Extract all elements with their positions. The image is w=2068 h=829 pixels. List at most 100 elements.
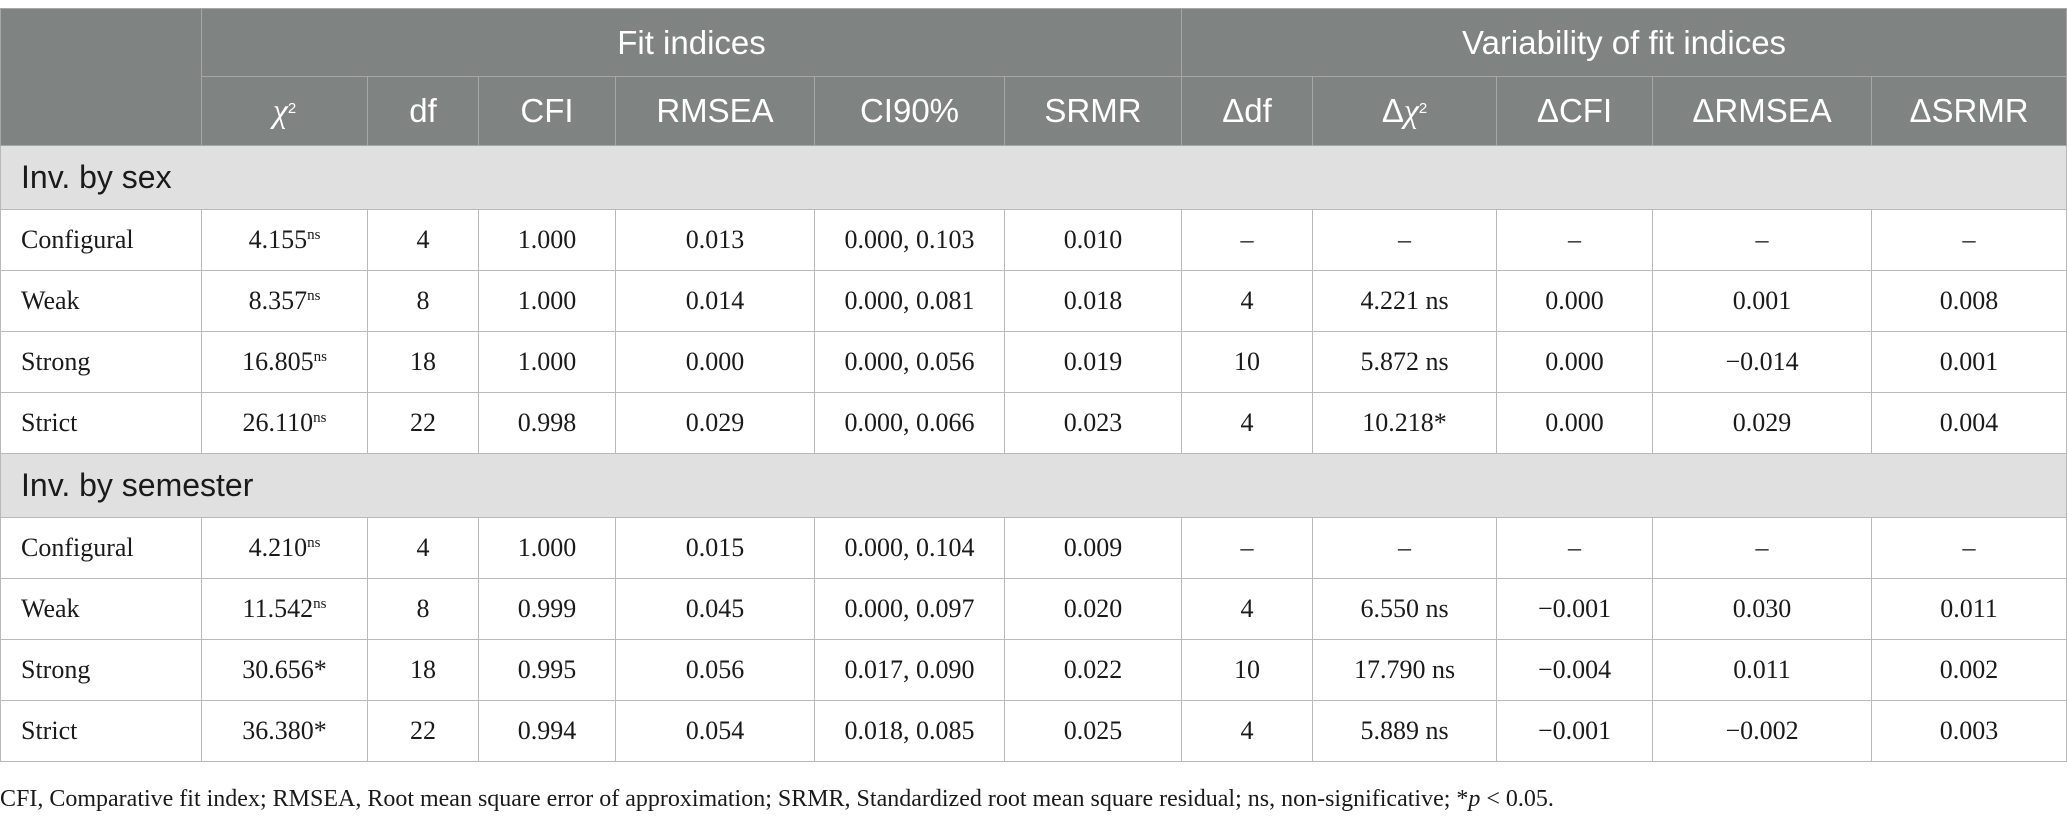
cell-d-chi2: 6.550 ns (1312, 578, 1498, 640)
row-label: Strict (0, 392, 202, 454)
cell-d-df: 4 (1181, 700, 1314, 762)
cell-d-rmsea: – (1652, 209, 1873, 271)
row-label: Strong (0, 639, 202, 701)
row-label: Configural (0, 209, 202, 271)
cell-chi2: 36.380* (201, 700, 368, 762)
table-row: Strong 16.805ns 18 1.000 0.000 0.000, 0.056 0.… (0, 331, 2068, 393)
table-row: Strict 26.110ns 22 0.998 0.029 0.000, 0.066 0.… (0, 392, 2068, 454)
group-header-variability: Variability of fit indices (1181, 8, 2068, 77)
table-row: Strict 36.380* 22 0.994 0.054 0.018, 0.085 0.0… (0, 700, 2068, 762)
cell-d-cfi: −0.004 (1496, 639, 1654, 701)
cell-df: 18 (367, 331, 479, 393)
cell-d-srmr: 0.011 (1871, 578, 2068, 640)
cell-d-chi2: 10.218* (1312, 392, 1498, 454)
cell-d-rmsea: – (1652, 517, 1873, 579)
col-header-ci90: CI90% (814, 76, 1005, 146)
section-title: Inv. by sex (0, 145, 2068, 210)
row-label: Configural (0, 517, 202, 579)
cell-cfi: 0.998 (478, 392, 616, 454)
cell-ci90: 0.000, 0.056 (814, 331, 1005, 393)
cell-d-rmsea: 0.030 (1652, 578, 1873, 640)
cell-d-rmsea: −0.002 (1652, 700, 1873, 762)
cell-d-chi2: 17.790 ns (1312, 639, 1498, 701)
cell-rmsea: 0.029 (615, 392, 815, 454)
cell-d-df: 10 (1181, 331, 1314, 393)
corner-cell (0, 8, 202, 146)
table-footnote: CFI, Comparative fit index; RMSEA, Root … (0, 786, 2066, 813)
cell-d-srmr: 0.008 (1871, 270, 2068, 332)
cell-srmr: 0.020 (1003, 578, 1183, 640)
cell-srmr: 0.018 (1003, 270, 1183, 332)
section-title: Inv. by semester (0, 453, 2068, 518)
table-body: Inv. by sex Configural 4.155ns 4 1.000 0.013 0… (0, 145, 2068, 762)
cell-d-cfi: 0.000 (1496, 270, 1654, 332)
fit-indices-table: Fit indices Variability of fit indices χ… (0, 8, 2068, 762)
cell-cfi: 1.000 (478, 331, 616, 393)
cell-ci90: 0.018, 0.085 (814, 700, 1005, 762)
row-label: Weak (0, 578, 202, 640)
cell-d-chi2: 5.872 ns (1312, 331, 1498, 393)
significance-superscript: ns (307, 227, 321, 243)
col-header-delta-rmsea: ΔRMSEA (1652, 76, 1873, 146)
cell-d-chi2: – (1312, 517, 1498, 579)
cell-cfi: 0.994 (478, 700, 616, 762)
col-header-cfi: CFI (478, 76, 616, 146)
cell-chi2: 11.542ns (201, 578, 368, 640)
group-header-fit: Fit indices (200, 8, 1183, 77)
col-header-df: df (367, 76, 479, 146)
cell-d-srmr: – (1871, 517, 2068, 579)
table-row: Configural 4.210ns 4 1.000 0.015 0.000, 0.104… (0, 517, 2068, 579)
significance-superscript: ns (307, 288, 321, 304)
chi2-value: 36.380* (242, 716, 327, 745)
cell-d-rmsea: 0.029 (1652, 392, 1873, 454)
cell-cfi: 0.999 (478, 578, 616, 640)
cell-ci90: 0.000, 0.103 (814, 209, 1005, 271)
cell-ci90: 0.000, 0.066 (814, 392, 1005, 454)
cell-rmsea: 0.015 (615, 517, 815, 579)
cell-srmr: 0.009 (1003, 517, 1183, 579)
cell-rmsea: 0.054 (615, 700, 815, 762)
cell-cfi: 0.995 (478, 639, 616, 701)
cell-cfi: 1.000 (478, 209, 616, 271)
cell-df: 8 (367, 578, 479, 640)
section-row: Inv. by semester (0, 453, 2068, 518)
footnote-text: CFI, Comparative fit index; RMSEA, Root … (0, 786, 1469, 812)
col-header-rmsea: RMSEA (615, 76, 815, 146)
cell-d-rmsea: 0.011 (1652, 639, 1873, 701)
cell-df: 8 (367, 270, 479, 332)
col-header-chi2: χ2 (201, 76, 368, 146)
table-row: Configural 4.155ns 4 1.000 0.013 0.000, 0.103… (0, 209, 2068, 271)
chi2-value: 8.357 (248, 286, 308, 315)
significance-superscript: ns (313, 596, 327, 612)
cell-d-srmr: 0.002 (1871, 639, 2068, 701)
chi2-value: 16.805 (242, 347, 314, 376)
cell-chi2: 30.656* (201, 639, 368, 701)
table-row: Weak 8.357ns 8 1.000 0.014 0.000, 0.081 0.018 4… (0, 270, 2068, 332)
footnote-tail: < 0.05. (1480, 786, 1554, 812)
cell-cfi: 1.000 (478, 517, 616, 579)
table-row: Weak 11.542ns 8 0.999 0.045 0.000, 0.097 0.020… (0, 578, 2068, 640)
cell-srmr: 0.019 (1003, 331, 1183, 393)
cell-df: 4 (367, 209, 479, 271)
cell-d-srmr: 0.003 (1871, 700, 2068, 762)
col-header-delta-srmr: ΔSRMR (1871, 76, 2068, 146)
chi-symbol: χ (272, 92, 288, 130)
cell-d-cfi: −0.001 (1496, 578, 1654, 640)
cell-rmsea: 0.056 (615, 639, 815, 701)
cell-cfi: 1.000 (478, 270, 616, 332)
col-header-srmr: SRMR (1003, 76, 1183, 146)
cell-d-srmr: 0.004 (1871, 392, 2068, 454)
cell-df: 22 (367, 392, 479, 454)
cell-d-df: 10 (1181, 639, 1314, 701)
chi2-value: 4.210 (248, 533, 308, 562)
col-header-delta-cfi: ΔCFI (1496, 76, 1654, 146)
chi-exponent: 2 (287, 99, 297, 117)
cell-d-cfi: – (1496, 517, 1654, 579)
cell-srmr: 0.022 (1003, 639, 1183, 701)
cell-ci90: 0.017, 0.090 (814, 639, 1005, 701)
cell-df: 18 (367, 639, 479, 701)
cell-d-cfi: – (1496, 209, 1654, 271)
col-header-delta-df: Δdf (1181, 76, 1314, 146)
cell-d-df: – (1181, 517, 1314, 579)
chi-symbol: χ (1403, 92, 1419, 130)
